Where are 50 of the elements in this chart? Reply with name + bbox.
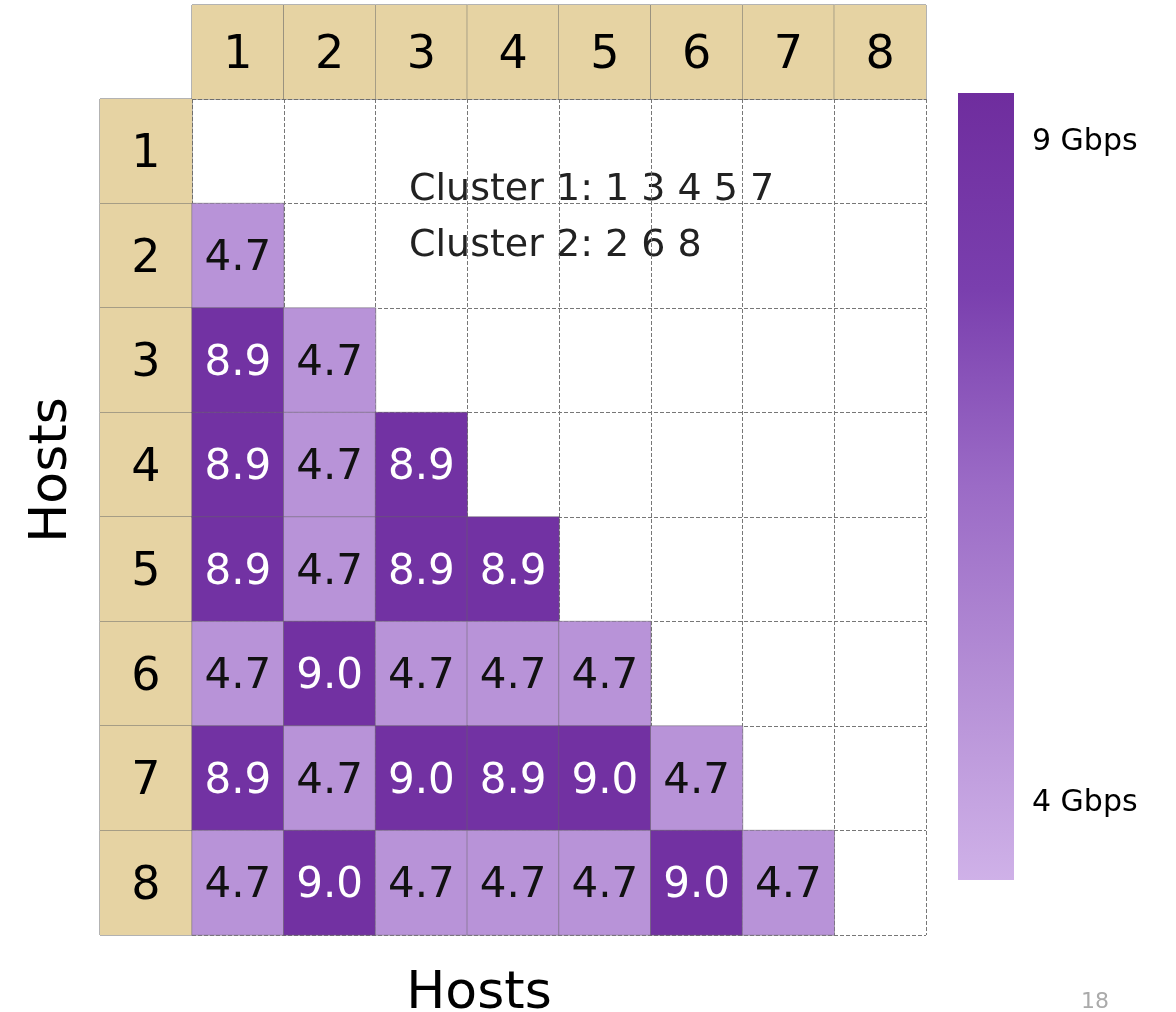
- data-label: 4.7: [571, 858, 639, 908]
- x-tick-label: 1: [223, 25, 253, 79]
- y-tick-label: 2: [131, 228, 161, 283]
- data-label: 4.7: [204, 649, 272, 699]
- data-label: 4.7: [296, 544, 364, 594]
- data-label: 8.9: [387, 440, 455, 490]
- y-tick-label: 8: [131, 855, 161, 910]
- data-label: 9.0: [387, 753, 455, 803]
- data-label: 8.9: [479, 753, 547, 803]
- data-label: 8.9: [204, 544, 272, 594]
- x-tick-label: 2: [314, 25, 345, 79]
- data-label: 4.7: [204, 858, 272, 908]
- data-label: 8.9: [204, 335, 272, 385]
- data-label: 8.9: [204, 753, 272, 803]
- color-bar-label: 9 Gbps: [1032, 121, 1138, 157]
- data-label: 4.7: [387, 649, 455, 699]
- data-label: 8.9: [479, 544, 547, 594]
- data-label: 9.0: [663, 858, 731, 908]
- data-label: 9.0: [571, 753, 639, 803]
- x-tick-label: 7: [773, 25, 804, 79]
- x-tick-label: 6: [681, 25, 712, 79]
- data-label: 4.7: [479, 649, 547, 699]
- y-tick-label: 3: [131, 333, 161, 388]
- data-label: 4.7: [754, 858, 822, 908]
- y-tick-label: 7: [131, 751, 161, 806]
- x-tick-label: 4: [498, 25, 528, 79]
- data-label: 4.7: [296, 753, 364, 803]
- data-label: 4.7: [571, 649, 639, 699]
- data-label: 4.7: [479, 858, 547, 908]
- data-label: 4.7: [387, 858, 455, 908]
- x-tick-label: 8: [865, 25, 895, 79]
- annotation: Cluster 1: 1 3 4 5 7 Cluster 2: 2 6 8: [409, 165, 775, 265]
- x-tick-label: 5: [590, 25, 620, 79]
- data-label: 4.7: [204, 231, 272, 281]
- data-label: 4.7: [296, 335, 364, 385]
- data-label: 4.7: [663, 753, 731, 803]
- x-axis-title: Hosts: [406, 960, 552, 1012]
- data-label: 9.0: [296, 649, 364, 699]
- data-label: 8.9: [204, 440, 272, 490]
- x-tick-label: 3: [406, 25, 437, 79]
- data-label: 9.0: [296, 858, 364, 908]
- y-tick-label: 4: [131, 437, 161, 492]
- y-tick-label: 1: [131, 124, 161, 179]
- data-label: 8.9: [387, 544, 455, 594]
- color-bar-label: 4 Gbps: [1032, 783, 1138, 819]
- y-tick-label: 6: [131, 646, 161, 701]
- text: 18: [1081, 987, 1109, 1012]
- y-tick-label: 5: [131, 542, 161, 597]
- data-label: 4.7: [296, 440, 364, 490]
- y-axis-title: Hosts: [18, 397, 78, 543]
